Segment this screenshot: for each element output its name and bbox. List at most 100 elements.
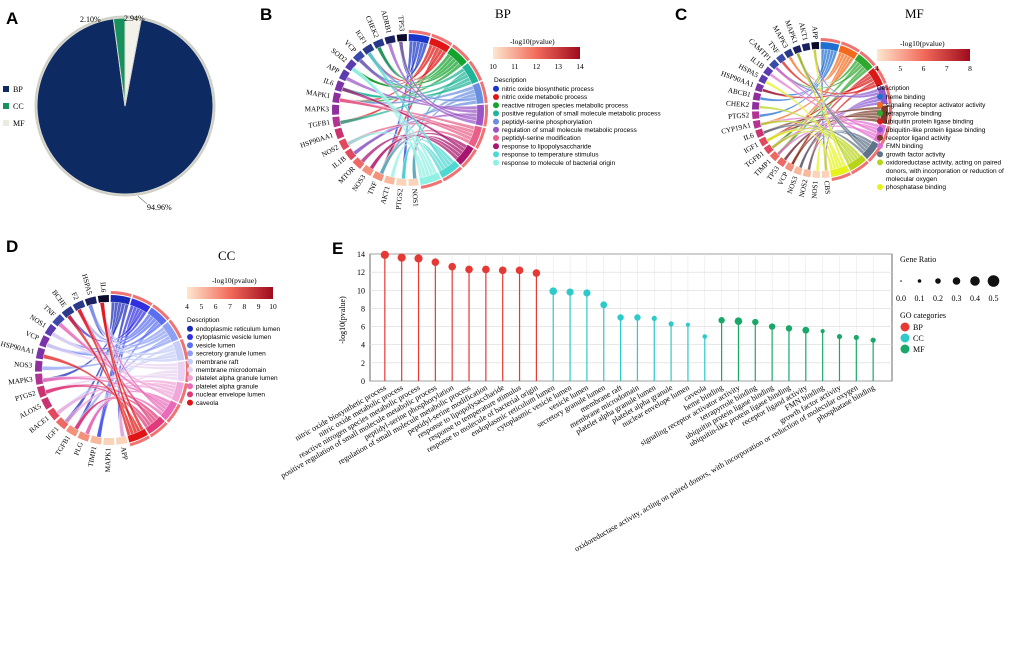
mf-term-score-arc [874,65,887,84]
cc-legend-dot [187,391,193,398]
bp-legend-dot [493,102,499,109]
bp-gene-arc [332,104,340,115]
mf-legend-dot [877,151,883,158]
bp-term-arc [408,34,430,44]
lollipop-point [583,289,591,297]
bp-gene-label: IGF1 [354,29,369,46]
mf-gene-arc [802,168,812,178]
bp-gene-arc [352,157,365,169]
pie-legend: BP CC MF [3,85,25,128]
bp-ribbon [351,66,424,179]
mf-scale-tick: 8 [968,64,972,73]
cc-term-score-arc [110,291,132,297]
mf-gene-arc [752,120,762,129]
lollipop-ytick: 8 [361,304,365,313]
lollipop-point [668,321,674,327]
bp-gene-label: APP [325,62,340,75]
mf-scale: -log10(pvalue) 4 5 6 7 8 [875,39,972,73]
bp-gene-label: TGFB1 [308,118,331,129]
lollipop-point [600,301,608,309]
size-legend-tick: 0.3 [952,294,962,303]
cc-gene-label: HSPA5 [80,273,93,296]
cc-gene-label: MAPK1 [104,448,112,473]
pie-legend-bp: BP [13,85,23,94]
mf-gene-arc [752,111,760,120]
bp-scale-title: -log10(pvalue) [510,37,555,46]
cc-chord-diagram: APP MAPK1 TIMP1PLGTGFB1IGF1BACE1ALOX5PTGS2… [0,273,189,472]
mf-ribbon [795,52,851,165]
bp-gene-arc [408,178,419,186]
lollipop-point [414,254,423,263]
cc-term-score-arc [166,403,181,423]
mf-gene-label: AKT1 [797,22,809,42]
mf-gene-arc [755,128,765,138]
cc-gene-arc [55,417,69,430]
size-legend-tick: 0.5 [989,294,999,303]
lollipop-ytick: 10 [357,286,365,295]
cc-legend-dot [187,342,193,349]
mf-scale-tick: 4 [875,64,879,73]
cc-gene-label: IL6 [98,282,107,293]
mf-legend-item: receptor ligand activity [886,135,951,142]
pie-chart [34,15,216,197]
bp-scale-tick: 11 [511,62,518,71]
bp-legend-dot [493,94,499,100]
mf-scale-tick: 5 [898,64,902,73]
cc-gene-arc [66,425,79,437]
cc-gene-arc [44,323,57,337]
panel-label-d: D [6,237,18,256]
cc-term-arc [171,381,184,403]
bp-desc-title: Description [494,77,527,84]
bp-term-score-arc [483,104,489,127]
cc-scale-bar [187,287,273,299]
cc-legend-dot [187,325,193,332]
bp-gene-arc [338,69,350,82]
bp-scale: -log10(pvalue) 10 11 12 13 14 [489,37,584,71]
cc-gene-label: MAPK3 [8,375,34,386]
bp-legend-dot [493,118,499,125]
cc-term-arc [147,307,167,326]
bp-gene-label: SOD2 [329,47,348,65]
bp-term-score-arc [468,60,483,81]
lollipop-point [465,265,473,274]
bp-legend-item: peptidyl-serine modification [502,135,581,142]
bp-legend-item: response to molecule of bacterial origin [502,160,615,167]
mf-term-arc [830,165,850,178]
cc-gene-arc [52,314,65,327]
mf-ribbon [781,60,877,95]
pie-legend-mf: MF [13,119,25,128]
bp-term-score-arc [408,30,431,37]
bp-gene-label: VCP [342,39,357,55]
lollipop-point [515,266,524,275]
mf-term-score-arc [840,41,860,53]
bp-gene-arc [372,170,385,182]
cc-gene-label: PLG [73,441,85,457]
bp-legend-item: regulation of small molecule metabolic p… [502,127,638,134]
pie-label-mf: 2.94% [124,14,145,23]
bp-gene-arc [361,164,374,177]
cc-gene-label: NOS3 [14,361,33,370]
mf-gene-label: PTGS2 [728,111,750,121]
cc-legend-item: membrane raft [196,359,238,366]
cc-scale-title: -log10(pvalue) [212,276,257,285]
bp-legend-dot [493,126,499,133]
bp-term-score-arc [479,81,488,104]
lollipop-point [718,317,725,324]
mf-gene-arc [783,48,794,59]
cc-gene-arc [77,431,90,442]
cc-desc-title: Description [187,317,220,324]
mf-gene-label: ABCB1 [727,86,752,99]
bp-scale-bar [493,47,580,59]
mf-legend-item: heme binding [886,94,925,101]
color-legend-dot [900,322,910,332]
cc-legend-item: platelet alpha granule [196,383,259,390]
bp-gene-label: NOS3 [351,173,368,193]
cc-term-arc [130,298,151,313]
cc-legend-dot [187,334,193,340]
panel-label-e: E [332,239,343,258]
mf-legend-item: oxidoreductase activity, acting on paire… [886,160,1002,167]
bp-legend-item: response to lipopolysaccharide [502,143,592,150]
mf-desc-title: Description [877,85,910,92]
